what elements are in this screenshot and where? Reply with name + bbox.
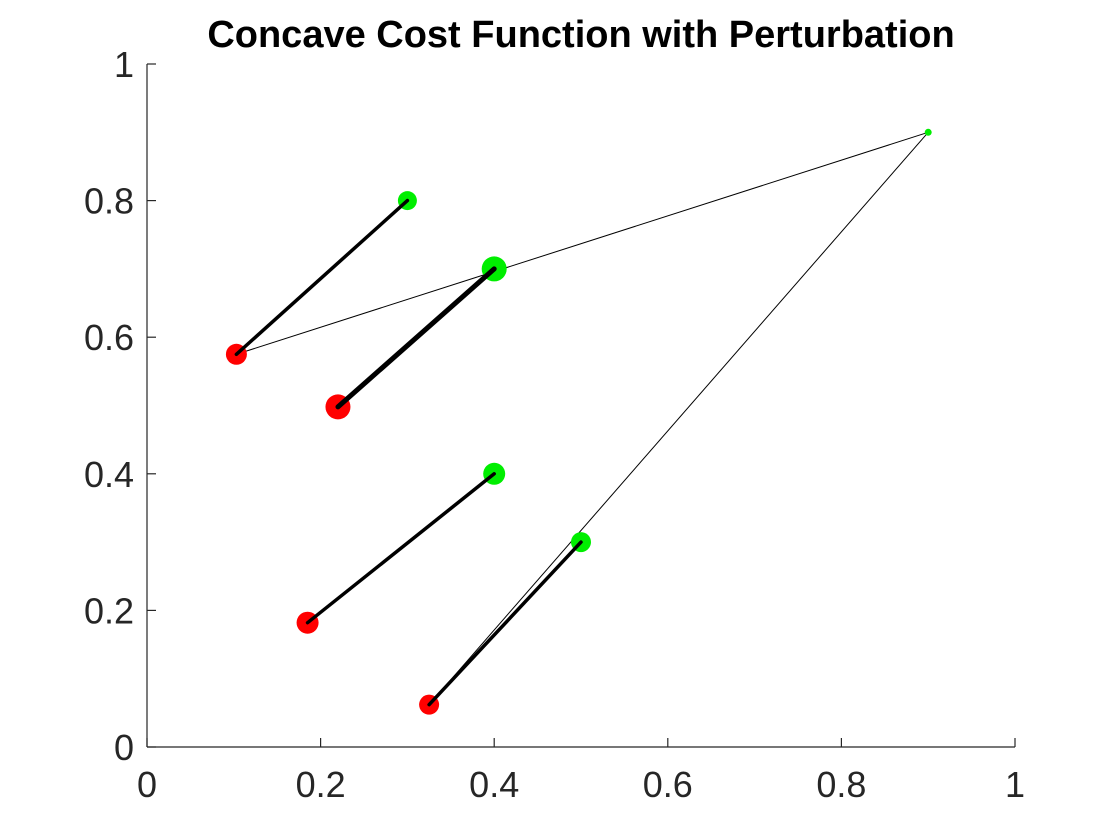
y-tick-label: 0.6 (84, 317, 134, 358)
axes: 0 0.2 0.4 0.6 0.8 1 0 0.2 0.4 0.6 0.8 1 (84, 44, 1025, 805)
thick-connection-line (335, 266, 497, 410)
data-points (225, 128, 932, 715)
x-tick-label: 0.2 (296, 764, 346, 805)
thick-connection-line (305, 472, 496, 625)
y-tick-label: 1 (114, 44, 134, 85)
y-tick-label: 0.2 (84, 590, 134, 631)
x-tick-label: 0.8 (816, 764, 866, 805)
x-tick-label: 1 (1005, 764, 1025, 805)
y-tick-label: 0 (114, 727, 134, 768)
x-tick-label: 0.6 (643, 764, 693, 805)
thick-connection-line (427, 540, 583, 707)
chart-title: Concave Cost Function with Perturbation (207, 14, 954, 56)
y-tick-label: 0.8 (84, 181, 134, 222)
x-tick-label: 0.4 (469, 764, 519, 805)
y-tick-label: 0.4 (84, 454, 134, 495)
green-point (924, 128, 932, 136)
thin-connection-line (428, 131, 929, 705)
connection-lines (236, 131, 929, 705)
thick-connection-line (234, 198, 410, 357)
thin-connection-line (236, 131, 929, 355)
x-tick-label: 0 (137, 764, 157, 805)
